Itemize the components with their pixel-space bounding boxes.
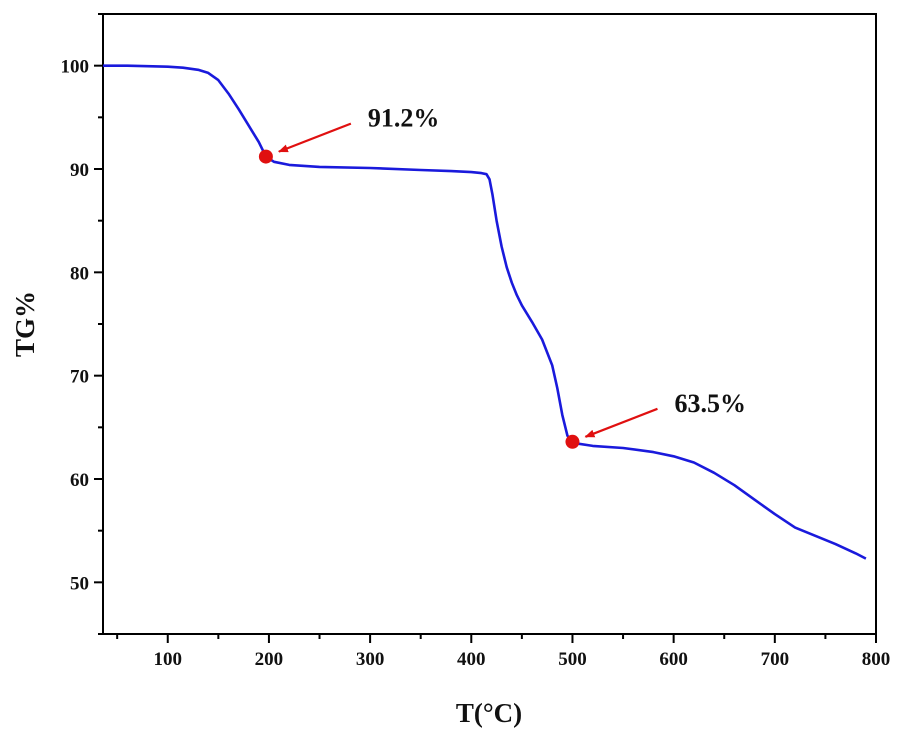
plot-frame <box>102 13 877 635</box>
annotation-arrow <box>277 122 352 153</box>
x-tick-label: 100 <box>154 649 183 670</box>
x-tick-label: 500 <box>558 649 587 670</box>
x-tick-label: 600 <box>659 649 688 670</box>
annotation-arrow <box>584 407 658 438</box>
y-axis-ticks: 50 60 70 80 90 100 <box>61 13 103 635</box>
y-tick-label: 100 <box>61 57 90 78</box>
annotation-label: 91.2% <box>368 104 440 133</box>
x-axis-title: T(°C) <box>456 698 522 728</box>
y-tick-label: 70 <box>70 367 89 388</box>
x-axis-ticks: 100 200 300 400 500 600 700 800 <box>116 634 891 670</box>
x-tick-label: 300 <box>356 649 385 670</box>
y-tick-label: 50 <box>70 573 89 594</box>
x-tick-label: 400 <box>457 649 486 670</box>
annotation-label: 63.5% <box>674 389 746 418</box>
x-tick-label: 800 <box>862 649 891 670</box>
y-tick-label: 80 <box>70 263 89 284</box>
annotation-point <box>258 149 273 164</box>
y-axis-title: TG% <box>10 291 40 357</box>
annotation-point <box>565 434 580 449</box>
tg-curve <box>103 64 867 560</box>
x-tick-label: 700 <box>761 649 790 670</box>
x-tick-label: 200 <box>255 649 284 670</box>
y-tick-label: 90 <box>70 160 89 181</box>
annotations: 91.2% 63.5% <box>258 104 746 449</box>
y-tick-label: 60 <box>70 470 89 491</box>
